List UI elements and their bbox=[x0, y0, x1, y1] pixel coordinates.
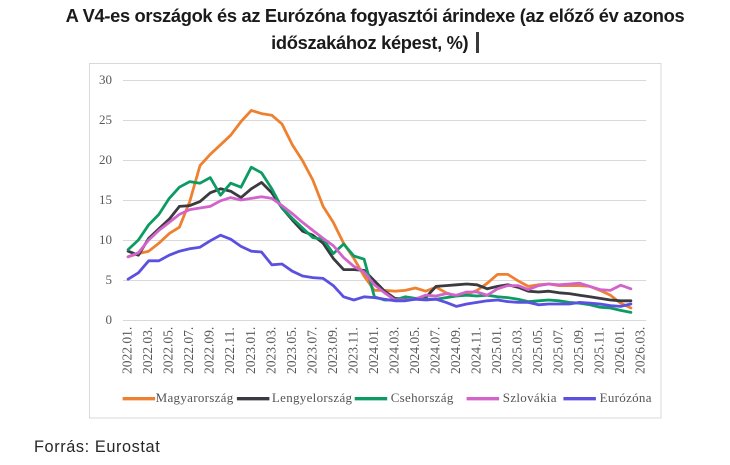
svg-text:2024.01.: 2024.01. bbox=[366, 327, 381, 374]
svg-text:2025.07.: 2025.07. bbox=[551, 327, 566, 374]
svg-text:20: 20 bbox=[99, 152, 112, 167]
svg-text:2023.01.: 2023.01. bbox=[243, 327, 258, 374]
svg-text:Magyarország: Magyarország bbox=[156, 390, 234, 405]
svg-text:15: 15 bbox=[99, 192, 112, 207]
svg-text:10: 10 bbox=[99, 232, 112, 247]
svg-text:2023.03.: 2023.03. bbox=[263, 327, 278, 374]
svg-text:2023.09.: 2023.09. bbox=[325, 327, 340, 374]
svg-text:2024.09.: 2024.09. bbox=[448, 327, 463, 374]
svg-text:2022.07.: 2022.07. bbox=[181, 327, 196, 374]
svg-text:2024.07.: 2024.07. bbox=[428, 327, 443, 374]
svg-text:2022.01.: 2022.01. bbox=[120, 327, 135, 374]
svg-text:2025.03.: 2025.03. bbox=[510, 327, 525, 374]
svg-text:2024.11.: 2024.11. bbox=[469, 327, 484, 374]
svg-text:5: 5 bbox=[106, 272, 113, 287]
svg-text:25: 25 bbox=[99, 112, 112, 127]
svg-text:2026.01.: 2026.01. bbox=[612, 327, 627, 374]
svg-text:2022.03.: 2022.03. bbox=[140, 327, 155, 374]
svg-text:0: 0 bbox=[106, 312, 113, 327]
svg-text:2022.09.: 2022.09. bbox=[202, 327, 217, 374]
svg-text:2025.11.: 2025.11. bbox=[592, 327, 607, 374]
svg-text:2024.03.: 2024.03. bbox=[386, 327, 401, 374]
svg-text:2023.11.: 2023.11. bbox=[345, 327, 360, 374]
svg-text:Lengyelország: Lengyelország bbox=[272, 390, 353, 405]
svg-text:Eurózóna: Eurózóna bbox=[600, 390, 652, 405]
svg-text:2023.07.: 2023.07. bbox=[304, 327, 319, 374]
svg-text:2024.05.: 2024.05. bbox=[407, 327, 422, 374]
svg-text:2026.03.: 2026.03. bbox=[633, 327, 648, 374]
svg-text:2025.01.: 2025.01. bbox=[489, 327, 504, 374]
svg-text:Szlovákia: Szlovákia bbox=[503, 390, 557, 405]
svg-text:2025.05.: 2025.05. bbox=[530, 327, 545, 374]
svg-text:2022.11.: 2022.11. bbox=[222, 327, 237, 374]
svg-text:30: 30 bbox=[99, 72, 112, 87]
svg-text:2025.09.: 2025.09. bbox=[571, 327, 586, 374]
svg-text:Csehország: Csehország bbox=[391, 390, 454, 405]
svg-text:2023.05.: 2023.05. bbox=[284, 327, 299, 374]
svg-text:2022.05.: 2022.05. bbox=[161, 327, 176, 374]
